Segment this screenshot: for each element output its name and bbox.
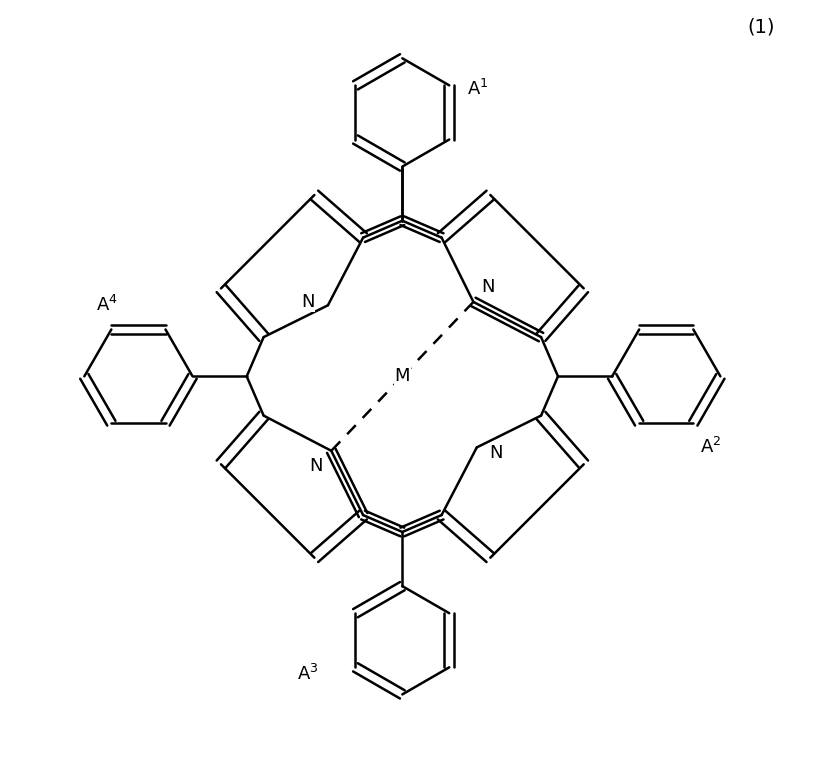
Text: A$^4$: A$^4$ [97,295,118,315]
Text: (1): (1) [747,18,775,36]
Text: A$^2$: A$^2$ [700,438,721,458]
Text: N: N [301,293,314,311]
Text: A$^3$: A$^3$ [298,664,319,684]
Text: N: N [309,457,323,475]
Text: M: M [394,367,410,386]
Text: N: N [482,278,495,296]
Text: N: N [489,444,502,461]
Text: A$^1$: A$^1$ [467,79,488,99]
